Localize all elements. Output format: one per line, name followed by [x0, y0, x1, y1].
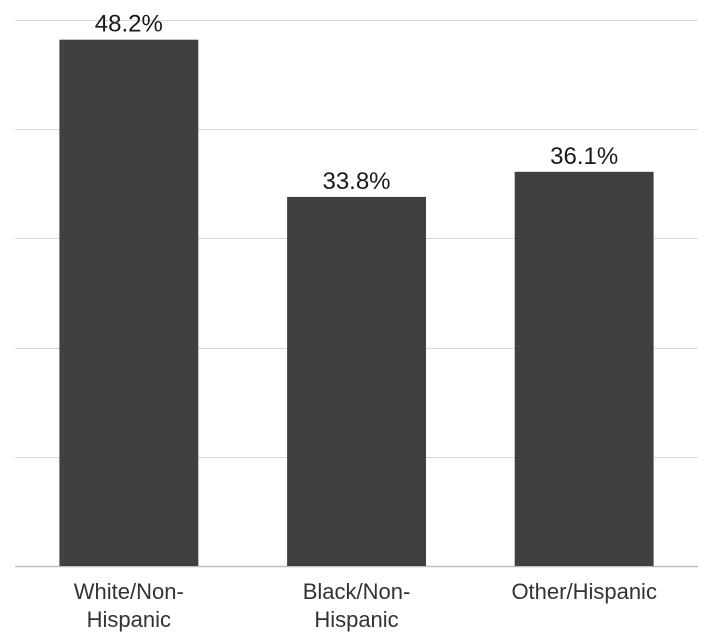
data-label: 33.8% — [322, 168, 390, 195]
bar — [287, 196, 426, 566]
bars — [59, 39, 654, 567]
category-label-line: Other/Hispanic — [511, 579, 657, 604]
category-label: Black/Non- Hispanic — [303, 579, 411, 632]
category-label: Other/Hispanic — [511, 579, 657, 604]
bar — [514, 171, 654, 567]
data-label: 36.1% — [550, 143, 618, 170]
category-labels: White/Non- Hispanic Black/Non- Hispanic Othe… — [74, 579, 657, 632]
bar — [59, 39, 199, 566]
category-label-line: Black/Non- — [303, 579, 411, 604]
data-labels: 48.2% 33.8% 36.1% — [95, 11, 618, 195]
data-label: 48.2% — [95, 11, 163, 38]
category-label-line: Hispanic — [87, 607, 171, 632]
category-label: White/Non- Hispanic — [74, 579, 184, 632]
category-label-line: Hispanic — [314, 607, 398, 632]
category-label-line: White/Non- — [74, 579, 184, 604]
